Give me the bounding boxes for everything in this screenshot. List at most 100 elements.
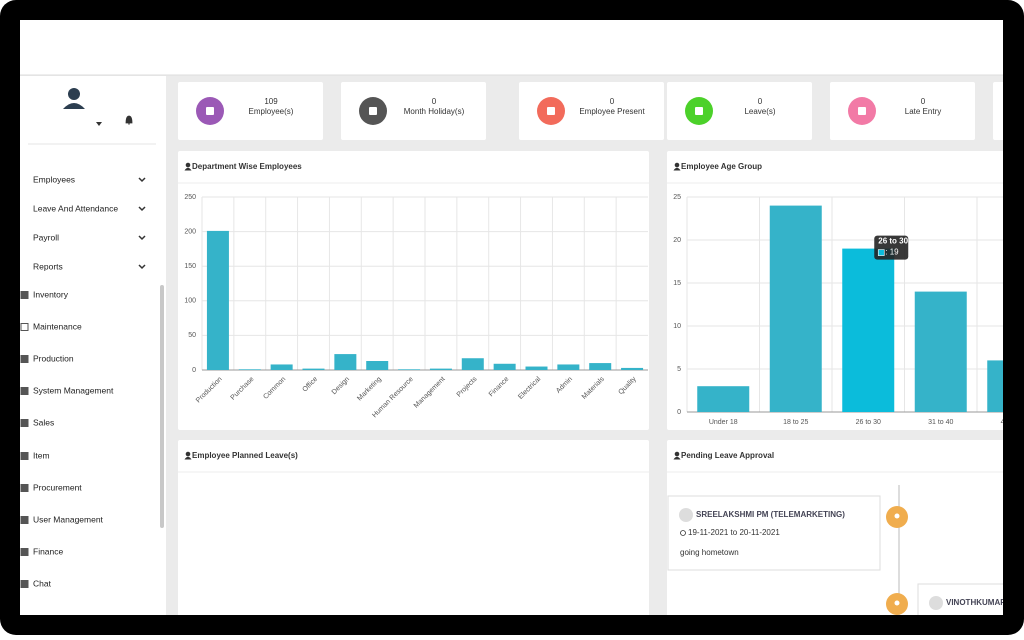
clock-icon — [680, 530, 686, 536]
top-bar — [20, 20, 1003, 75]
leave-name[interactable]: SREELAKSHMI PM (TELEMARKETING) — [696, 510, 845, 519]
menu-item[interactable]: User Management — [33, 514, 104, 524]
panel-icon — [185, 451, 191, 457]
stat-card — [341, 82, 486, 140]
menu-item[interactable]: Item — [33, 450, 50, 460]
x-tick-label: 41 to 50 — [1001, 419, 1024, 426]
menu-icon — [20, 323, 29, 331]
user-dropdown[interactable] — [96, 122, 102, 126]
bar — [589, 363, 612, 370]
bar — [914, 291, 967, 412]
menu-icon — [20, 516, 29, 524]
menu-item[interactable]: Leave And Attendance — [33, 203, 118, 213]
menu-icon — [20, 419, 29, 427]
leave-badge-glyph — [894, 513, 900, 519]
stat-label: Leave(s) — [744, 107, 775, 116]
menu-item[interactable]: Maintenance — [33, 321, 82, 331]
tooltip-title: 26 to 30 — [878, 237, 908, 246]
age-chart: 0 5 10 15 20 25 Under 18 18 to 25 26 to 30 26 to … — [673, 194, 1024, 426]
menu-item[interactable]: Inventory — [33, 289, 69, 299]
menu-item[interactable]: Employees — [33, 174, 75, 184]
bar — [429, 368, 452, 370]
x-tick-label: 26 to 30 — [856, 419, 881, 426]
leave-name[interactable]: VINOTHKUMAR F — [946, 598, 1013, 607]
menu-icon — [20, 452, 29, 460]
bar — [366, 361, 389, 370]
tooltip-swatch — [877, 249, 885, 256]
menu-icon — [20, 580, 29, 588]
panel-icon — [673, 167, 681, 171]
y-tick-label: 15 — [673, 280, 681, 287]
panel-icon — [673, 456, 681, 460]
menu-item[interactable]: System Management — [33, 385, 114, 395]
bar — [557, 364, 580, 370]
menu-chevron — [138, 177, 146, 183]
bar — [302, 368, 325, 370]
y-tick-label: 10 — [673, 323, 681, 330]
panel-title: Department Wise Employees — [192, 162, 302, 171]
avatar-head — [68, 88, 80, 100]
bar — [398, 369, 421, 370]
app: Employees Leave And Attendance Payroll Repo… — [20, 20, 1024, 615]
stat-value: 0 — [921, 97, 926, 106]
x-tick-label: 18 to 25 — [783, 419, 808, 426]
bar — [206, 230, 229, 370]
menu-icon — [20, 548, 29, 556]
menu-icon — [20, 355, 29, 363]
stat-label: Employee(s) — [249, 107, 294, 116]
stat-value: 0 — [610, 97, 615, 106]
tooltip-value: : 19 — [885, 248, 899, 257]
bell-icon[interactable] — [125, 115, 133, 125]
menu-item[interactable]: Payroll — [33, 232, 59, 242]
stat-card — [667, 82, 812, 140]
menu-item[interactable]: Sales — [33, 417, 54, 427]
stat-icon-glyph — [858, 107, 866, 115]
panel — [178, 151, 649, 430]
avatar — [929, 596, 943, 610]
stat-label: Late Entry — [905, 107, 941, 116]
y-tick-label: 250 — [184, 194, 196, 201]
stat-icon-glyph — [547, 107, 555, 115]
stat-card — [178, 82, 323, 140]
panel-icon — [185, 162, 191, 168]
panel-icon — [184, 456, 192, 460]
y-tick-label: 50 — [188, 332, 196, 339]
stat-label: Employee Present — [579, 107, 645, 116]
stat-value: 109 — [264, 97, 278, 106]
panel-title: Employee Planned Leave(s) — [192, 451, 298, 460]
bar — [238, 369, 261, 370]
leave-badge-glyph — [894, 600, 900, 606]
menu-icon — [20, 484, 29, 492]
bar — [987, 360, 1003, 412]
bar — [493, 363, 516, 370]
menu-item[interactable]: Finance — [33, 546, 64, 556]
y-tick-label: 0 — [677, 409, 681, 416]
panel — [178, 440, 649, 615]
stat-value: 0 — [758, 97, 763, 106]
menu-chevron — [138, 206, 146, 212]
stat-icon-glyph — [206, 107, 214, 115]
menu-chevron — [138, 264, 146, 270]
bar — [461, 358, 484, 370]
bar — [769, 205, 822, 412]
menu-item[interactable]: Reports — [33, 261, 63, 271]
leave-card — [667, 495, 881, 571]
leave-note: going hometown — [680, 548, 739, 557]
bar — [334, 354, 357, 370]
y-tick-label: 25 — [673, 194, 681, 201]
menu-item[interactable]: Procurement — [33, 482, 82, 492]
bar — [270, 364, 293, 370]
avatar — [679, 508, 693, 522]
menu-icon — [20, 387, 29, 395]
bar — [621, 367, 644, 370]
y-tick-label: 20 — [673, 237, 681, 244]
x-tick-label: 31 to 40 — [928, 419, 953, 426]
bar — [842, 248, 895, 412]
menu-item[interactable]: Chat — [33, 578, 52, 588]
stat-card — [519, 82, 664, 140]
panel-title: Employee Age Group — [681, 162, 762, 171]
stat-card — [830, 82, 975, 140]
menu-item[interactable]: Production — [33, 353, 74, 363]
y-tick-label: 150 — [184, 263, 196, 270]
